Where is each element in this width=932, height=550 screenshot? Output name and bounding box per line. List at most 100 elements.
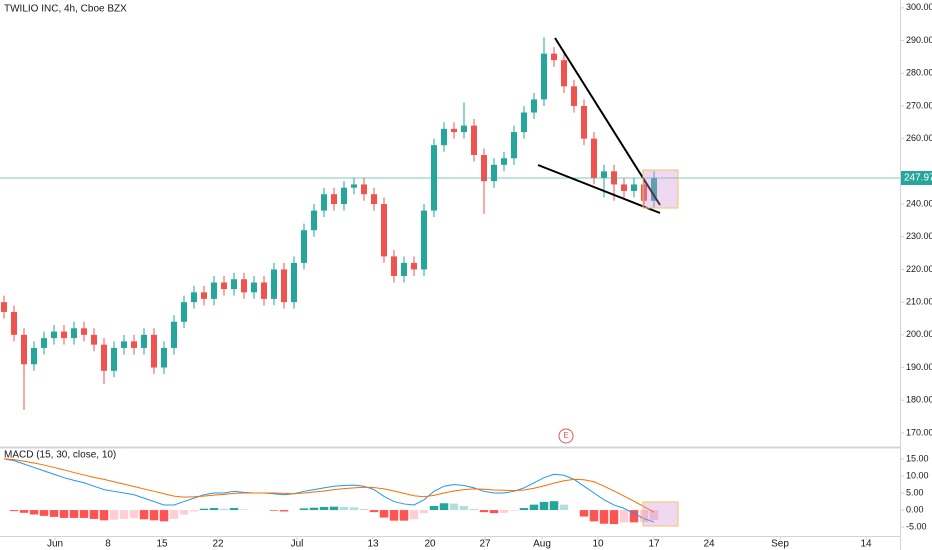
y-tick-label: 210.00 xyxy=(906,297,932,307)
candle-body xyxy=(31,347,37,365)
candle-body xyxy=(301,230,307,263)
candle-body xyxy=(471,125,477,155)
highlight-box[interactable] xyxy=(642,169,679,209)
indicator-line xyxy=(3,458,655,523)
last-price-label: 247.97 xyxy=(904,173,932,184)
candle-body xyxy=(101,344,107,371)
candle-body xyxy=(291,262,297,303)
candle-body xyxy=(271,269,277,299)
candle-body xyxy=(141,334,147,348)
x-tick-label: Jul xyxy=(291,539,304,550)
candle-body xyxy=(631,184,637,191)
candle-body xyxy=(181,302,187,322)
histogram-bar xyxy=(109,510,119,520)
y-tick-label: 0.00 xyxy=(906,504,924,514)
histogram-bar xyxy=(429,505,439,511)
histogram-bar xyxy=(409,510,419,520)
candle-body xyxy=(311,210,317,231)
histogram-bar xyxy=(39,510,49,516)
histogram-bar xyxy=(469,509,479,511)
x-tick-label: 13 xyxy=(367,539,379,550)
candle-body xyxy=(441,128,447,146)
candle-body xyxy=(211,282,217,299)
candle-body xyxy=(541,53,547,100)
y-tick-label: 190.00 xyxy=(906,362,932,372)
candle-body xyxy=(601,171,607,178)
candle-body xyxy=(501,158,507,165)
y-tick-label: 220.00 xyxy=(906,264,932,274)
candle-body xyxy=(351,184,357,188)
y-tick-label: 290.00 xyxy=(906,35,932,45)
histogram-bar xyxy=(299,508,309,511)
candle-body xyxy=(111,347,117,371)
x-tick-label: Aug xyxy=(533,539,551,550)
histogram-bar xyxy=(389,510,399,521)
chart-title: TWILIO INC, 4h, Cboe BZX xyxy=(4,4,127,15)
histogram-bar xyxy=(139,510,149,520)
histogram-bar xyxy=(19,510,29,513)
histogram-bar xyxy=(89,510,99,519)
y-tick-label: 270.00 xyxy=(906,100,932,110)
candle-body xyxy=(11,311,17,335)
highlight-box[interactable] xyxy=(642,501,679,527)
histogram-bar xyxy=(639,510,649,523)
trend-line[interactable] xyxy=(537,164,661,214)
histogram-bar xyxy=(459,505,469,511)
drawings xyxy=(537,37,679,527)
x-tick-label: 14 xyxy=(860,539,872,550)
candle-body xyxy=(401,262,407,276)
candle-body xyxy=(161,347,167,368)
candle-body xyxy=(461,125,467,133)
y-tick-label: 200.00 xyxy=(906,329,932,339)
histogram-bar xyxy=(99,510,109,521)
histogram-bar xyxy=(229,508,239,511)
candle-body xyxy=(231,279,237,290)
x-tick-label: 24 xyxy=(703,539,715,550)
candle-body xyxy=(371,194,377,205)
candle-body xyxy=(641,184,647,201)
candle-body xyxy=(331,194,337,205)
earnings-marker[interactable] xyxy=(558,428,574,444)
histogram-bar xyxy=(649,510,659,520)
histogram-bar xyxy=(499,510,509,513)
candle-body xyxy=(261,282,267,299)
candle-body xyxy=(251,282,257,293)
candle-body xyxy=(81,328,87,335)
candle-body xyxy=(241,279,247,293)
histogram-bar xyxy=(209,508,219,511)
histogram-bar xyxy=(359,509,369,511)
y-tick-label: 170.00 xyxy=(906,427,932,437)
candle-body xyxy=(91,334,97,345)
histogram-bar xyxy=(339,507,349,511)
histogram-bar xyxy=(59,510,69,518)
histogram-bar xyxy=(549,501,559,511)
candle-body xyxy=(651,177,657,201)
histogram-bar xyxy=(539,501,549,511)
x-tick-label: Sep xyxy=(771,539,789,550)
candle-body xyxy=(451,128,457,133)
candle-body xyxy=(531,99,537,113)
y-tick-label: 240.00 xyxy=(906,198,932,208)
candle-body xyxy=(411,262,417,270)
candle-body xyxy=(521,112,527,133)
candle-body xyxy=(381,204,387,257)
candle-body xyxy=(481,154,487,182)
candle-body xyxy=(361,184,367,195)
y-tick-label: 230.00 xyxy=(906,231,932,241)
histogram-bar xyxy=(589,510,599,522)
candle-body xyxy=(171,321,177,348)
candle-body xyxy=(191,292,197,303)
candle-body xyxy=(321,194,327,211)
x-tick-label: 15 xyxy=(156,539,168,550)
histogram-bar xyxy=(189,510,199,512)
histogram-bar xyxy=(279,510,289,512)
histogram-bar xyxy=(579,510,589,517)
candle-body xyxy=(571,86,577,106)
y-tick-label: 10.00 xyxy=(906,470,929,480)
histogram-bar xyxy=(269,510,279,511)
candle-body xyxy=(421,210,427,270)
last-price-badge xyxy=(901,170,932,185)
histogram-bar xyxy=(489,510,499,514)
